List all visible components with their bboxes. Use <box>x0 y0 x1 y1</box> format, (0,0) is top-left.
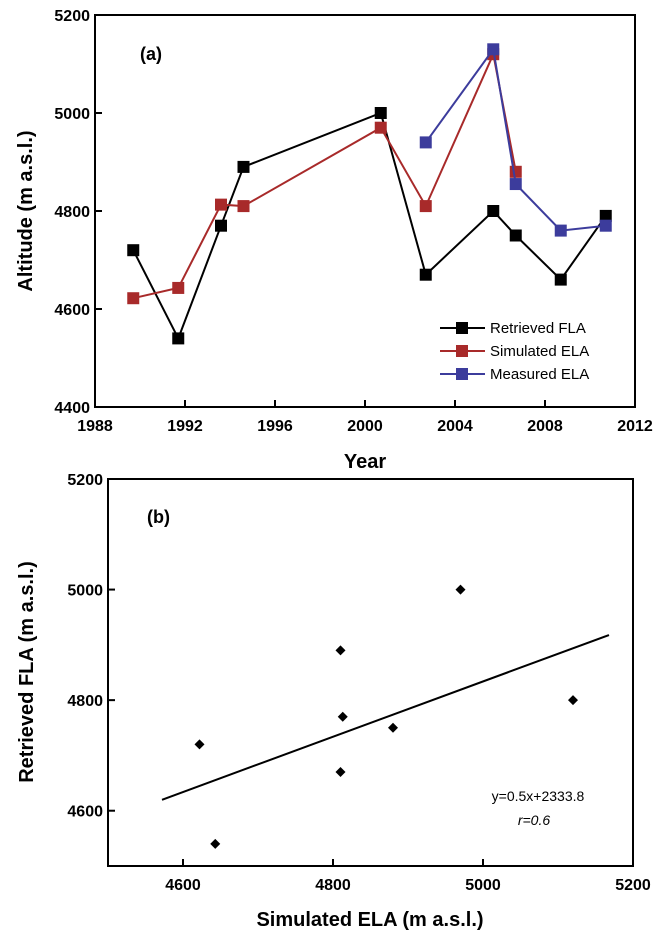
scatter-point <box>210 838 221 849</box>
y-tick-label-5200: 5200 <box>54 8 90 25</box>
series-line-measured-ela <box>424 46 606 232</box>
panel-b-x-axis-title: Simulated ELA (m a.s.l.) <box>256 909 483 931</box>
x-tick-label-2004: 2004 <box>437 418 473 435</box>
panel-a-label: (a) <box>140 44 162 64</box>
panel-b-r-value: r=0.6 <box>518 812 551 828</box>
y-tick-label-4600: 4600 <box>54 302 90 319</box>
panel-b-scatter-chart: (b) 4600 4800 5000 5200 4600 4800 5000 5200 y=… <box>16 472 651 931</box>
data-point-simulated-ela <box>237 200 250 213</box>
panel-a-x-axis-title: Year <box>344 451 386 473</box>
x-tick-label-1992: 1992 <box>167 418 203 435</box>
x-tick-label-4600: 4600 <box>165 877 201 894</box>
scatter-point <box>455 584 466 595</box>
data-point-measured-ela <box>599 219 612 232</box>
data-point-retrieved-fla <box>172 332 185 345</box>
y-tick-label-4800: 4800 <box>67 693 103 710</box>
data-point-retrieved-fla <box>487 205 500 217</box>
y-tick-label-4800: 4800 <box>54 204 90 221</box>
panel-b-points <box>194 584 578 849</box>
series-line-retrieved-fla <box>132 111 607 341</box>
scatter-point <box>335 645 346 656</box>
data-point-retrieved-fla <box>509 229 522 242</box>
panel-b-equation: y=0.5x+2333.8 <box>492 788 585 804</box>
x-tick-label-2012: 2012 <box>617 418 653 435</box>
legend-marker-retrieved-fla <box>456 322 468 334</box>
x-tick-label-5000: 5000 <box>465 877 501 894</box>
y-tick-label-5000: 5000 <box>67 583 103 600</box>
panel-a-x-axis: 1988 1992 1996 2000 2004 2008 2012 <box>77 400 653 435</box>
panel-a-legend: Retrieved FLA Simulated ELA Measured ELA <box>440 320 589 383</box>
data-point-simulated-ela <box>374 121 387 134</box>
y-tick-label-5000: 5000 <box>54 106 90 123</box>
legend-label-simulated-ela: Simulated ELA <box>490 343 589 360</box>
panel-b-fit-line-group <box>161 634 610 801</box>
data-point-measured-ela <box>554 224 567 237</box>
x-tick-label-2008: 2008 <box>527 418 563 435</box>
legend-label-retrieved-fla: Retrieved FLA <box>490 320 586 337</box>
panel-a-line-chart: (a) 1988 1992 1996 2000 2004 2008 2012 4400 460… <box>15 8 653 473</box>
data-point-simulated-ela <box>215 198 227 211</box>
panel-a-y-axis: 4400 4600 4800 5000 5200 <box>54 8 102 417</box>
data-point-retrieved-fla <box>237 160 250 173</box>
x-tick-label-5200: 5200 <box>615 877 651 894</box>
x-tick-label-1996: 1996 <box>257 418 293 435</box>
scatter-point <box>194 739 205 750</box>
data-point-simulated-ela <box>509 165 522 178</box>
y-tick-label-4400: 4400 <box>54 400 90 417</box>
regression-line <box>161 634 610 801</box>
panel-b-x-axis: 4600 4800 5000 5200 <box>165 859 651 894</box>
panel-b-plot-area <box>107 478 634 867</box>
y-tick-label-4600: 4600 <box>67 804 103 821</box>
x-tick-label-4800: 4800 <box>315 877 351 894</box>
x-tick-label-1988: 1988 <box>77 418 113 435</box>
series-line-simulated-ela <box>133 50 517 300</box>
scatter-point <box>568 695 578 706</box>
data-point-simulated-ela <box>419 200 432 213</box>
panel-a-series <box>127 43 612 345</box>
y-tick-label-5200: 5200 <box>67 472 103 489</box>
panel-b-y-axis: 4600 4800 5000 5200 <box>67 472 115 821</box>
data-point-retrieved-fla <box>599 209 612 222</box>
panel-a-y-axis-title: Altitude (m a.s.l.) <box>15 130 37 291</box>
scatter-point <box>388 722 398 733</box>
legend-marker-measured-ela <box>456 368 468 380</box>
data-point-retrieved-fla <box>554 273 567 286</box>
data-point-measured-ela <box>509 178 522 191</box>
panel-b-y-axis-title: Retrieved FLA (m a.s.l.) <box>16 561 38 783</box>
data-point-measured-ela <box>487 43 500 56</box>
data-point-measured-ela <box>419 136 432 149</box>
legend-label-measured-ela: Measured ELA <box>490 366 589 383</box>
scatter-point <box>335 767 346 778</box>
legend-marker-simulated-ela <box>456 345 468 357</box>
data-point-retrieved-fla <box>374 107 387 119</box>
data-point-retrieved-fla <box>127 244 140 257</box>
panel-b-label: (b) <box>147 507 170 527</box>
data-point-simulated-ela <box>172 281 185 294</box>
scatter-point <box>337 711 348 722</box>
x-tick-label-2000: 2000 <box>347 418 383 435</box>
data-point-retrieved-fla <box>215 219 227 232</box>
data-point-retrieved-fla <box>419 268 432 281</box>
data-point-simulated-ela <box>127 292 140 305</box>
